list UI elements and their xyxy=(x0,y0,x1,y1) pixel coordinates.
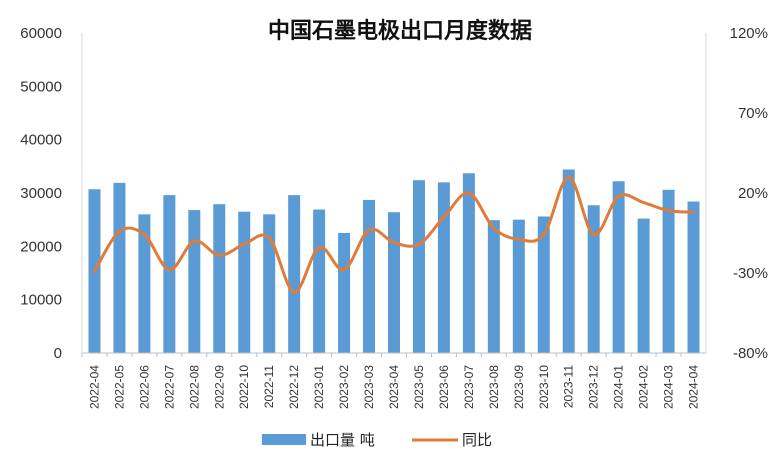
x-tick-label: 2023-10 xyxy=(537,365,551,409)
line-point xyxy=(617,194,621,198)
x-tick-label: 2022-05 xyxy=(112,365,126,409)
bar xyxy=(412,180,425,353)
line-point xyxy=(267,236,271,240)
line-point xyxy=(392,241,396,245)
bar xyxy=(537,216,550,353)
line-point xyxy=(642,201,646,205)
y-right-tick-label: -30% xyxy=(733,265,768,282)
bar xyxy=(138,214,151,353)
line-point xyxy=(167,268,171,272)
line-point xyxy=(467,191,471,195)
bar xyxy=(612,181,625,353)
legend: 出口量 吨 同比 xyxy=(262,431,492,449)
bar xyxy=(687,201,700,353)
bar xyxy=(363,199,376,353)
bar xyxy=(113,182,126,353)
x-tick-label: 2022-12 xyxy=(287,365,301,409)
line-point xyxy=(517,237,521,241)
bar xyxy=(462,173,475,353)
x-tick-label: 2024-03 xyxy=(662,365,676,409)
x-tick-label: 2023-04 xyxy=(387,365,401,409)
bar xyxy=(388,212,400,353)
bar xyxy=(512,219,525,353)
line-point xyxy=(117,229,121,233)
line-point xyxy=(217,253,221,257)
x-tick-label: 2022-07 xyxy=(162,365,176,409)
bar xyxy=(487,220,500,353)
bar xyxy=(662,189,675,353)
line-point xyxy=(317,245,321,249)
line-point xyxy=(142,233,146,237)
bar xyxy=(188,210,201,353)
x-tick-label: 2024-04 xyxy=(687,365,701,409)
y-right-tick-label: -80% xyxy=(733,345,768,362)
x-tick-label: 2023-11 xyxy=(562,365,576,408)
x-tick-label: 2022-06 xyxy=(137,365,151,409)
x-tick-label: 2023-12 xyxy=(587,365,601,409)
x-tick-label: 2023-05 xyxy=(412,365,426,409)
bar xyxy=(313,209,326,353)
y-left-tick-label: 10000 xyxy=(20,292,62,309)
line-point xyxy=(567,175,571,179)
legend-swatch-bar xyxy=(262,434,306,445)
x-tick-label: 2023-07 xyxy=(462,365,476,409)
line-point xyxy=(542,233,546,237)
x-tick-label: 2023-02 xyxy=(337,365,351,409)
y-left-tick-label: 20000 xyxy=(20,238,62,255)
legend-label-bar: 出口量 吨 xyxy=(310,431,375,449)
bar xyxy=(338,233,351,353)
bar xyxy=(637,218,650,353)
x-tick-label: 2022-08 xyxy=(187,365,201,409)
x-tick-label: 2023-09 xyxy=(512,365,526,409)
bar xyxy=(288,195,301,353)
line-point xyxy=(592,233,596,237)
y-right-tick-label: 20% xyxy=(738,185,768,202)
line-point xyxy=(667,209,671,213)
bar xyxy=(437,182,450,353)
line-point xyxy=(242,242,246,246)
y-left-tick-label: 30000 xyxy=(20,185,62,202)
bar xyxy=(238,211,251,353)
y-right-tick-label: 70% xyxy=(738,105,768,122)
y-right-tick-label: 120% xyxy=(730,25,768,42)
right-axis: -80% -30% 20% 70% 120% xyxy=(705,25,768,362)
x-axis: 2022-04 2022-05 2022-06 2022-07 2022-08 2022-… xyxy=(81,352,706,409)
bar xyxy=(263,214,276,353)
x-tick-label: 2023-03 xyxy=(362,365,376,409)
line-point xyxy=(292,290,296,294)
left-axis: 0 10000 20000 30000 40000 50000 60000 xyxy=(20,25,83,362)
y-left-tick-label: 0 xyxy=(54,345,62,362)
line-point xyxy=(692,210,696,214)
bar xyxy=(587,205,600,353)
line-point xyxy=(442,215,446,219)
x-tick-label: 2022-11 xyxy=(262,365,276,408)
x-tick-label: 2023-01 xyxy=(312,365,326,409)
legend-label-line: 同比 xyxy=(462,431,492,449)
y-left-tick-label: 60000 xyxy=(20,25,62,42)
bar xyxy=(213,204,226,353)
chart-title: 中国石墨电极出口月度数据 xyxy=(268,18,532,44)
x-tick-label: 2024-01 xyxy=(612,365,626,409)
y-left-tick-label: 50000 xyxy=(20,78,62,95)
x-tick-label: 2023-06 xyxy=(437,365,451,409)
line-point xyxy=(417,242,421,246)
y-left-tick-label: 40000 xyxy=(20,132,62,149)
bar xyxy=(562,169,575,353)
line-series xyxy=(92,175,696,294)
line-point xyxy=(192,239,196,243)
bar xyxy=(163,195,176,353)
x-tick-label: 2024-02 xyxy=(637,365,651,409)
line-point xyxy=(492,226,496,230)
x-tick-label: 2022-09 xyxy=(212,365,226,409)
x-tick-label: 2022-04 xyxy=(87,365,101,409)
line-point xyxy=(342,268,346,272)
line-point xyxy=(367,228,371,232)
x-tick-label: 2022-10 xyxy=(237,365,251,409)
x-tick-label: 2023-08 xyxy=(487,365,501,409)
line-point xyxy=(92,269,96,273)
